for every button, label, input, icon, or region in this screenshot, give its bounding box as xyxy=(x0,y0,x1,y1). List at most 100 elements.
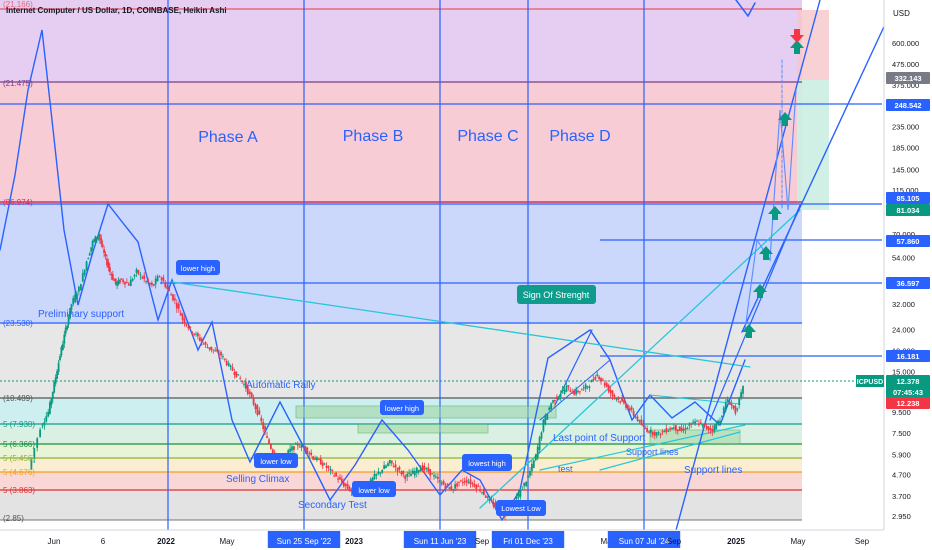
candle-body xyxy=(293,446,295,450)
candle-body xyxy=(676,429,679,432)
x-tick-label: Sun 25 Sep '22 xyxy=(277,537,332,546)
ticker-label: ICPUSD xyxy=(857,379,883,386)
candle-body xyxy=(429,469,432,476)
candle-body xyxy=(116,282,118,286)
blue-zone xyxy=(0,202,802,324)
candle-body xyxy=(379,472,382,474)
x-tick-highlight xyxy=(491,531,565,548)
candle-body xyxy=(705,426,708,429)
projection-green-box xyxy=(797,80,829,210)
projection-red-box xyxy=(797,10,829,80)
candle-body xyxy=(350,489,353,492)
candle-body xyxy=(481,492,483,494)
candle-body xyxy=(296,444,299,446)
svg-text:(86.974): (86.974) xyxy=(3,198,33,207)
candle-body xyxy=(30,458,33,470)
candle-body xyxy=(730,403,733,406)
svg-text:Sign Of Strenght: Sign Of Strenght xyxy=(523,290,590,300)
candle-body xyxy=(531,464,533,472)
candle-body xyxy=(51,391,54,399)
candle-body xyxy=(421,465,424,471)
price-axis[interactable]: USD 600.000475.000375.000295.000235.0001… xyxy=(856,0,932,530)
purple-zone xyxy=(0,0,802,82)
candle-body xyxy=(220,352,222,356)
candle-body xyxy=(214,350,217,352)
candle-body xyxy=(106,258,108,266)
candle-body xyxy=(611,390,614,396)
candle-body xyxy=(341,478,343,483)
price-tag xyxy=(886,375,930,387)
candle-body xyxy=(300,444,303,448)
candle-body xyxy=(515,497,518,499)
candle-body xyxy=(550,403,552,410)
candle-body xyxy=(642,423,645,426)
candle-body xyxy=(536,446,539,459)
candle-body xyxy=(688,424,691,426)
candle-body xyxy=(87,258,90,260)
candle-body xyxy=(260,417,263,422)
candle-body xyxy=(235,371,238,378)
candle-body xyxy=(717,420,719,425)
candle-body xyxy=(554,399,556,402)
candle-body xyxy=(113,279,116,281)
candle-body xyxy=(321,462,324,467)
candle-body xyxy=(141,276,144,279)
candle-body xyxy=(532,460,535,468)
svg-text:5 (6.366): 5 (6.366) xyxy=(3,440,35,449)
candle-body xyxy=(227,363,230,366)
candle-body xyxy=(103,249,105,254)
candle-body xyxy=(686,428,689,430)
candle-body xyxy=(248,391,251,394)
candle-body xyxy=(76,294,78,299)
candle-body xyxy=(229,365,232,367)
candle-body xyxy=(692,421,694,423)
price-tag-label: 12.378 xyxy=(897,377,920,386)
candle-body xyxy=(671,428,673,430)
candle-body xyxy=(440,482,443,484)
candle-body xyxy=(262,422,265,430)
candle-body xyxy=(437,476,439,479)
candle-body xyxy=(390,460,393,464)
y-tick-label: 3.700 xyxy=(892,492,911,501)
phase-a-label: Phase A xyxy=(198,129,258,146)
svg-text:(2.85): (2.85) xyxy=(3,514,24,523)
price-tag xyxy=(886,397,930,409)
candle-body xyxy=(469,479,472,485)
candle-body xyxy=(665,428,668,433)
candle-body xyxy=(565,386,568,392)
y-tick-label: 145.000 xyxy=(892,165,919,174)
candle-body xyxy=(724,402,727,410)
svg-text:(10.489): (10.489) xyxy=(3,394,33,403)
candle-body xyxy=(327,465,330,469)
candle-body xyxy=(615,398,618,400)
candle-body xyxy=(319,458,322,465)
candle-body xyxy=(484,495,487,498)
candle-body xyxy=(109,267,111,272)
grey-zone-lower xyxy=(0,490,802,520)
annotation-secondary-test: Secondary Test xyxy=(298,500,367,511)
candle-body xyxy=(127,283,130,286)
candle-body xyxy=(62,343,64,350)
candle-body xyxy=(114,278,117,284)
phase-d-label: Phase D xyxy=(549,128,610,145)
candle-body xyxy=(580,389,583,391)
time-axis[interactable]: Jun 6 2022 May Sun 25 Sep '22 2023 Sun 11 Jun … xyxy=(0,529,932,550)
candle-body xyxy=(172,294,174,301)
candle-body xyxy=(406,473,409,477)
candle-body xyxy=(417,470,420,473)
candle-body xyxy=(569,390,572,392)
candle-body xyxy=(567,385,570,387)
red-zone xyxy=(0,472,802,490)
price-tag-label: 07:45:43 xyxy=(893,388,923,397)
candle-body xyxy=(197,333,199,337)
candle-body xyxy=(673,427,675,429)
candle-body xyxy=(655,432,658,436)
currency-label: USD xyxy=(893,9,910,18)
candle-body xyxy=(579,391,581,393)
candle-body xyxy=(736,408,739,410)
y-tick-label: 235.000 xyxy=(892,122,919,131)
y-tick-label: 32.000 xyxy=(892,300,915,309)
x-tick-label: 2023 xyxy=(345,537,363,546)
candle-body xyxy=(233,372,236,375)
